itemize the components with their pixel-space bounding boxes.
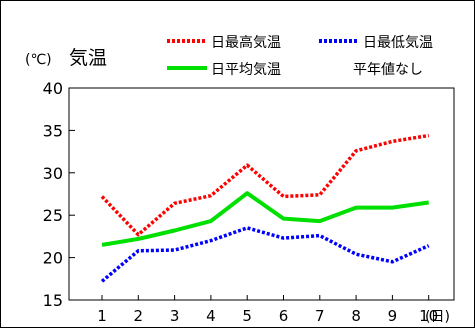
y-tick-label: 25 [43, 206, 63, 225]
y-unit-label: (℃) [25, 52, 52, 68]
x-axis-ticks: 1 2 3 4 5 6 7 8 9 10 [97, 295, 438, 325]
normal-value-note: 平年値なし [353, 62, 423, 78]
y-tick-label: 20 [43, 249, 63, 268]
series-line-avg [101, 191, 429, 247]
x-tick-label: 4 [206, 307, 216, 325]
plot-area [68, 87, 455, 301]
legend-item-avg: 日平均気温 [167, 62, 281, 78]
y-tick-label: 30 [43, 164, 63, 183]
x-tick-label: 7 [315, 307, 325, 325]
series-line-max [100, 133, 429, 237]
x-tick-label: 10 [419, 307, 438, 325]
x-tick-label: 5 [242, 307, 252, 325]
x-tick-label: 2 [134, 307, 144, 325]
x-tick-label: 8 [351, 307, 361, 325]
series-line-min [100, 226, 430, 283]
x-tick-label: 9 [388, 307, 398, 325]
chart-title: 気温 [69, 47, 107, 69]
y-tick-label: 35 [43, 121, 63, 140]
legend-label-avg: 日平均気温 [211, 62, 281, 78]
x-tick-label: 3 [170, 307, 180, 325]
legend-item-min: 日最低気温 [319, 35, 433, 51]
y-tick-label: 40 [43, 79, 63, 98]
x-tick-label: 1 [97, 307, 107, 325]
legend-label-max: 日最高気温 [211, 34, 281, 51]
legend-item-max: 日最高気温 [167, 34, 281, 51]
legend-label-min: 日最低気温 [363, 35, 433, 51]
x-tick-label: 6 [279, 307, 289, 325]
legend: 日最高気温 日最低気温 日平均気温 平年値なし [167, 34, 433, 78]
y-tick-label: 15 [43, 291, 63, 310]
y-axis-ticks: 15 20 25 30 35 40 [43, 79, 75, 310]
x-unit-label: (日) [425, 309, 450, 325]
series-layer [100, 133, 430, 283]
